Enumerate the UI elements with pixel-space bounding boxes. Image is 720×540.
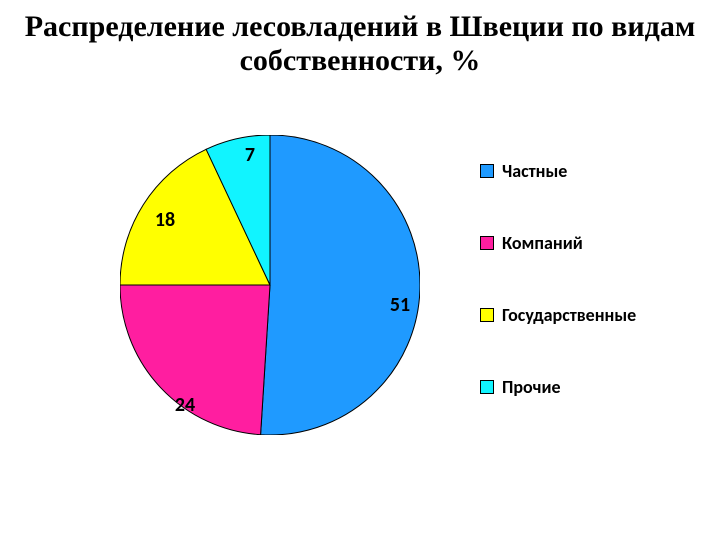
legend-item-0: Частные (480, 160, 710, 182)
legend-swatch-2 (480, 308, 494, 322)
chart-title: Распределение лесовладений в Швеции по в… (0, 10, 720, 78)
pie-chart (120, 135, 420, 435)
legend-swatch-3 (480, 380, 494, 394)
slice-label-0: 51 (390, 293, 410, 317)
legend-item-3: Прочие (480, 376, 710, 398)
slice-label-1: 24 (175, 393, 195, 417)
chart-container: { "chart": { "type": "pie", "title": "Ра… (0, 0, 720, 540)
legend-swatch-1 (480, 236, 494, 250)
legend-label-0: Частные (502, 160, 567, 182)
legend-label-2: Государственные (502, 304, 636, 326)
legend-swatch-0 (480, 164, 494, 178)
pie-slice (261, 135, 420, 435)
pie-svg (120, 135, 420, 435)
legend: Частные Компаний Государственные Прочие (480, 160, 710, 448)
legend-item-1: Компаний (480, 232, 710, 254)
slice-label-2: 18 (155, 208, 175, 232)
slice-label-3: 7 (245, 143, 255, 167)
legend-label-1: Компаний (502, 232, 583, 254)
legend-label-3: Прочие (502, 376, 561, 398)
legend-item-2: Государственные (480, 304, 710, 326)
